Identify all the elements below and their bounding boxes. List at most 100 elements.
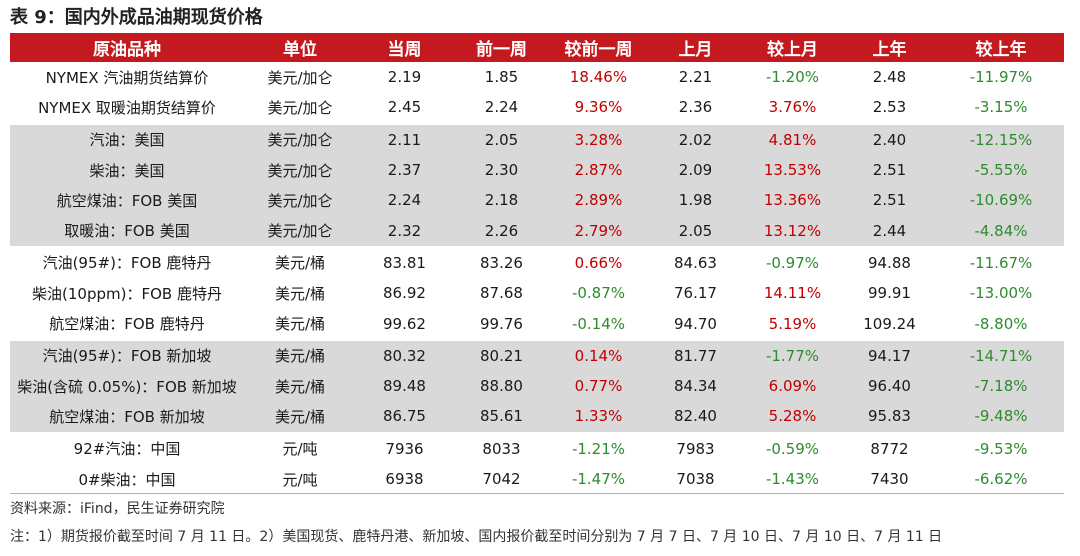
- column-header-vs-last-month: 较上月: [744, 33, 841, 62]
- cell-vs-last-month: -0.59%: [744, 431, 841, 464]
- cell-unit: 元/吨: [244, 431, 356, 464]
- cell-unit: 美元/加仑: [244, 154, 356, 186]
- cell-last-year: 2.53: [872, 98, 907, 117]
- cell-last-month: 81.77: [647, 338, 744, 371]
- table-row: 柴油(10ppm)：FOB 鹿特丹 美元/桶 86.92 87.68 -0.87% 76.…: [10, 278, 1064, 308]
- cell-prev-week: 85.61: [453, 401, 550, 433]
- cell-prev-week: 2.05: [453, 122, 550, 155]
- cell-unit: 美元/桶: [244, 245, 356, 279]
- table-row: 柴油(含硫 0.05%)：FOB 新加坡 美元/桶 89.48 88.80 0.77% 8…: [10, 370, 1064, 402]
- column-header-this-week: 当周: [356, 33, 453, 62]
- column-header-vs-last-year: 较上年: [938, 33, 1064, 62]
- cell-last-year: 8772: [841, 431, 938, 464]
- cell-vs-prev-week: -1.21%: [550, 431, 647, 464]
- cell-unit: 美元/桶: [274, 315, 326, 334]
- cell-vs-last-year: -11.97%: [969, 68, 1033, 87]
- table-row: 航空煤油：FOB 新加坡 美元/桶 86.75 85.61 1.33% 82.40 5.28…: [10, 401, 1064, 433]
- cell-vs-last-month: 13.36%: [744, 185, 841, 216]
- cell-prev-week: 80.21: [453, 338, 550, 371]
- table-title: 表 9：国内外成品油期现货价格: [10, 7, 263, 28]
- column-header-last-month: 上月: [647, 33, 744, 62]
- cell-vs-last-year: -6.62%: [974, 470, 1028, 488]
- cell-this-week: 86.75: [356, 401, 453, 433]
- cell-vs-prev-week: 2.79%: [550, 215, 647, 247]
- cell-this-week: 2.45: [387, 98, 422, 117]
- column-header-unit: 单位: [244, 33, 356, 62]
- cell-prev-week: 88.80: [453, 370, 550, 402]
- cell-vs-last-year: -5.55%: [938, 154, 1064, 186]
- cell-last-month: 1.98: [647, 185, 744, 216]
- cell-vs-last-year: -13.00%: [969, 284, 1033, 303]
- cell-unit: 美元/加仑: [244, 185, 356, 216]
- cell-vs-last-month: -0.97%: [744, 245, 841, 279]
- cell-this-week: 2.24: [356, 185, 453, 216]
- cell-this-week: 80.32: [356, 338, 453, 371]
- cell-vs-last-month: 13.12%: [744, 215, 841, 247]
- cell-product: 柴油(10ppm)：FOB 鹿特丹: [32, 284, 222, 303]
- table-row: 0#柴油：中国 元/吨 6938 7042 -1.47% 7038 -1.43% 7430 -6…: [10, 464, 1064, 494]
- cell-vs-prev-week: -0.14%: [571, 314, 626, 333]
- cell-last-month: 7983: [647, 431, 744, 464]
- cell-vs-last-year: -11.67%: [938, 245, 1064, 279]
- column-header-prev-week: 前一周: [453, 33, 550, 62]
- cell-vs-last-month: -1.43%: [765, 470, 820, 488]
- cell-vs-prev-week: 9.36%: [574, 98, 623, 117]
- cell-vs-prev-week: 2.89%: [550, 185, 647, 216]
- cell-last-year: 94.17: [841, 338, 938, 371]
- cell-vs-last-year: -12.15%: [938, 122, 1064, 155]
- cell-product: 92#汽油：中国: [10, 431, 244, 464]
- table-row: 汽油(95#)：FOB 鹿特丹 美元/桶 83.81 83.26 0.66% 84.63-…: [10, 245, 1064, 279]
- cell-prev-week: 87.68: [480, 284, 523, 303]
- cell-prev-week: 1.85: [484, 68, 519, 87]
- cell-vs-last-month: -1.20%: [765, 68, 820, 87]
- cell-last-month: 2.09: [647, 154, 744, 186]
- cell-prev-week: 83.26: [453, 245, 550, 279]
- cell-vs-last-year: -4.84%: [938, 215, 1064, 247]
- column-header-last-year: 上年: [841, 33, 938, 62]
- cell-last-year: 96.40: [841, 370, 938, 402]
- cell-unit: 美元/加仑: [244, 215, 356, 247]
- cell-last-year: 2.51: [841, 185, 938, 216]
- cell-vs-last-month: 6.09%: [744, 370, 841, 402]
- cell-unit: 美元/桶: [274, 284, 326, 303]
- cell-prev-week: 8033: [453, 431, 550, 464]
- cell-vs-last-year: -9.48%: [938, 401, 1064, 433]
- cell-last-year: 7430: [870, 470, 909, 488]
- cell-this-week: 7936: [356, 431, 453, 464]
- cell-vs-last-year: -10.69%: [938, 185, 1064, 216]
- cell-product: 汽油(95#)：FOB 鹿特丹: [10, 245, 244, 279]
- cell-vs-last-month: 14.11%: [763, 284, 822, 303]
- column-header-product: 原油品种: [10, 33, 244, 62]
- cell-unit: 美元/桶: [244, 338, 356, 371]
- cell-prev-week: 7042: [482, 470, 521, 488]
- cell-last-month: 2.02: [647, 122, 744, 155]
- cell-this-week: 86.92: [383, 284, 426, 303]
- cell-product: 柴油(含硫 0.05%)：FOB 新加坡: [10, 370, 244, 402]
- cell-vs-last-month: 5.28%: [744, 401, 841, 433]
- table-row: 汽油(95#)：FOB 新加坡 美元/桶 80.32 80.21 0.14% 81.77-…: [10, 338, 1064, 371]
- cell-last-month: 2.36: [678, 98, 713, 117]
- cell-last-month: 2.05: [647, 215, 744, 247]
- cell-last-year: 2.51: [841, 154, 938, 186]
- cell-product: 汽油：美国: [10, 122, 244, 155]
- footer-divider: [10, 493, 1064, 494]
- table-header-row: 原油品种 单位 当周 前一周 较前一周 上月 较上月 上年 较上年: [10, 33, 1064, 62]
- cell-last-year: 2.48: [872, 68, 907, 87]
- cell-vs-last-month: 4.81%: [744, 122, 841, 155]
- cell-product: 取暖油：FOB 美国: [10, 215, 244, 247]
- cell-last-month: 82.40: [647, 401, 744, 433]
- cell-vs-prev-week: -1.47%: [571, 470, 626, 488]
- cell-unit: 美元/桶: [244, 401, 356, 433]
- cell-vs-prev-week: 0.77%: [550, 370, 647, 402]
- cell-vs-last-month: 5.19%: [768, 314, 817, 333]
- cell-product: 航空煤油：FOB 新加坡: [10, 401, 244, 433]
- cell-product: 航空煤油：FOB 鹿特丹: [49, 315, 205, 334]
- cell-last-month: 84.63: [647, 245, 744, 279]
- cell-prev-week: 2.18: [453, 185, 550, 216]
- cell-product: 0#柴油：中国: [78, 470, 176, 489]
- cell-prev-week: 2.26: [453, 215, 550, 247]
- cell-vs-last-year: -3.15%: [974, 98, 1028, 117]
- table-row: 92#汽油：中国 元/吨 7936 8033 -1.21% 7983 -0.59% 8772-…: [10, 431, 1064, 464]
- cell-vs-last-year: -14.71%: [938, 338, 1064, 371]
- table-row: NYMEX 汽油期货结算价 美元/加仑 2.19 1.85 18.46% 2.21 -1.2…: [10, 62, 1064, 92]
